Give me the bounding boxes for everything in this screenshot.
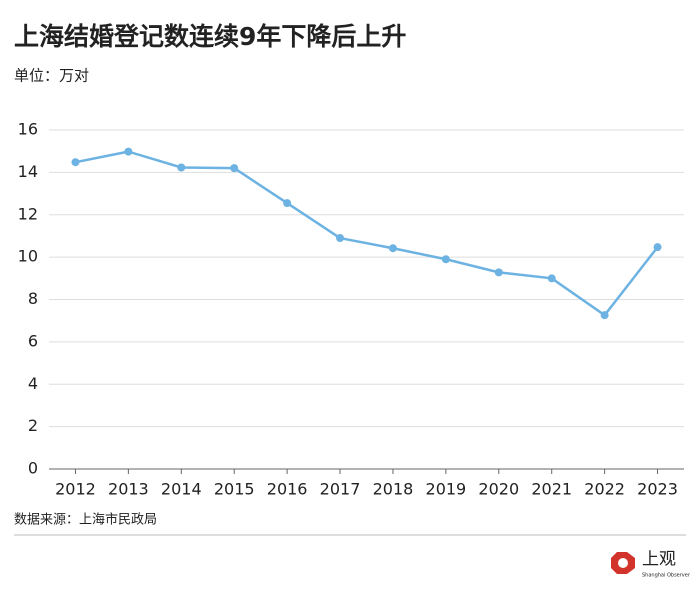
data-point bbox=[336, 234, 345, 243]
logo-icon-center bbox=[618, 558, 628, 568]
x-tick-label: 2020 bbox=[478, 480, 519, 499]
y-tick-label: 10 bbox=[18, 247, 38, 266]
data-point bbox=[494, 268, 503, 277]
data-point bbox=[230, 164, 239, 173]
y-tick-label: 16 bbox=[18, 120, 38, 139]
data-point bbox=[441, 255, 450, 264]
logo-name: 上观 bbox=[642, 550, 676, 570]
x-tick-label: 2021 bbox=[531, 480, 572, 499]
data-point bbox=[71, 158, 80, 167]
y-tick-label: 2 bbox=[28, 416, 38, 435]
x-tick-label: 2018 bbox=[373, 480, 414, 499]
x-tick-label: 2022 bbox=[584, 480, 625, 499]
logo-subtitle: Shanghai Observer bbox=[642, 573, 691, 579]
data-point bbox=[177, 163, 186, 172]
chart-title: 上海结婚登记数连续9年下降后上升 bbox=[14, 22, 406, 51]
data-point bbox=[600, 311, 609, 320]
x-tick-label: 2015 bbox=[214, 480, 255, 499]
x-tick-label: 2012 bbox=[55, 480, 96, 499]
data-point bbox=[283, 199, 292, 208]
series-line bbox=[75, 150, 659, 317]
data-point bbox=[388, 244, 397, 253]
x-tick-label: 2016 bbox=[267, 480, 308, 499]
data-point bbox=[653, 243, 662, 252]
y-tick-label: 4 bbox=[28, 374, 38, 393]
x-tick-label: 2017 bbox=[320, 480, 361, 499]
x-tick-label: 2023 bbox=[637, 480, 678, 499]
y-tick-label: 8 bbox=[28, 289, 38, 308]
x-tick-label: 2013 bbox=[108, 480, 149, 499]
data-point bbox=[547, 274, 556, 283]
x-tick-label: 2014 bbox=[161, 480, 202, 499]
y-tick-label: 0 bbox=[28, 459, 38, 478]
y-tick-label: 14 bbox=[18, 162, 38, 181]
chart-subtitle: 单位：万对 bbox=[14, 67, 89, 85]
logo: 上观 Shanghai Observer bbox=[611, 550, 691, 579]
y-tick-label: 12 bbox=[18, 204, 38, 223]
y-tick-label: 6 bbox=[28, 331, 38, 350]
data-point bbox=[124, 147, 133, 156]
x-tick-label: 2019 bbox=[426, 480, 467, 499]
source: 数据来源：上海市民政局 bbox=[14, 512, 157, 528]
